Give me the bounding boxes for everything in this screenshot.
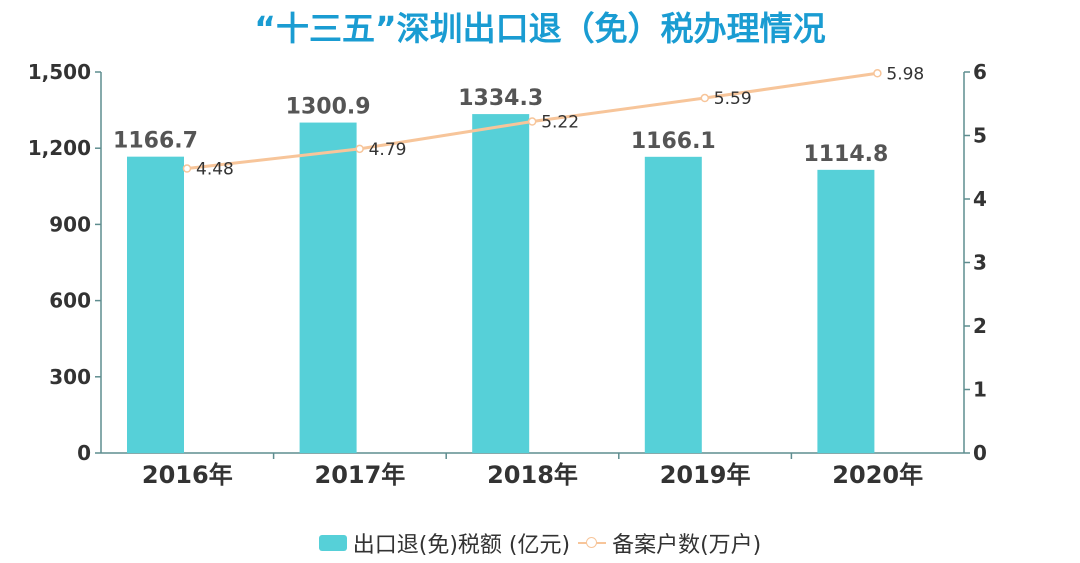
y-right-tick-label: 2 [973,314,987,338]
y-left-tick-label: 300 [49,365,91,389]
line-value-label: 5.98 [886,64,924,84]
legend-label-line-series: 备案户数(万户) [612,533,762,558]
y-left-tick-label: 0 [77,441,91,465]
x-tick-label: 2016年 [142,461,233,489]
y-right-tick-label: 1 [973,378,987,402]
legend-label-bar-series: 出口退(免)税额 (亿元) [352,533,571,558]
legend-bar-swatch [318,535,347,551]
line-point [700,93,710,103]
line-value-label: 5.59 [714,89,752,109]
bar [817,169,875,453]
line-value-label: 5.22 [541,113,579,133]
line-point [873,69,882,78]
y-right-tick-label: 4 [973,187,987,211]
y-left-tick-label: 1,200 [28,136,91,160]
bar [472,114,530,453]
y-left-tick-label: 600 [49,289,91,313]
chart-title: “十三五”深圳出口退（免）税办理情况 [254,9,826,48]
y-right-tick-label: 5 [973,124,987,148]
bar [127,156,184,453]
legend-line-swatch [578,535,607,551]
x-tick-label: 2020年 [832,461,923,489]
legend-item-bar-series[interactable]: 出口退(免)税额 (亿元) [318,527,571,559]
bar-value-label: 1334.3 [458,86,543,111]
bar-value-label: 1300.9 [286,95,371,120]
line-point [355,144,364,154]
legend[interactable]: 出口退(免)税额 (亿元) 备案户数(万户) [0,527,1080,559]
line-point [527,117,537,126]
line-point [182,164,192,173]
bar-value-label: 1166.1 [631,129,716,154]
bar-value-label: 1166.7 [113,129,198,154]
y-right-tick-label: 0 [973,441,987,465]
bar-value-label: 1114.8 [803,142,888,167]
x-tick-label: 2017年 [315,461,406,489]
y-right-tick-label: 6 [973,60,987,84]
legend-item-line-series[interactable]: 备案户数(万户) [578,527,761,559]
bar [644,156,702,453]
x-tick-label: 2019年 [660,461,751,489]
x-tick-label: 2018年 [487,461,578,489]
line-value-label: 4.79 [369,140,407,160]
y-right-tick-label: 3 [973,251,987,275]
y-left-tick-label: 1,500 [28,60,91,84]
line-value-label: 4.48 [196,160,234,180]
y-left-tick-label: 900 [49,212,91,236]
bar [299,122,357,453]
